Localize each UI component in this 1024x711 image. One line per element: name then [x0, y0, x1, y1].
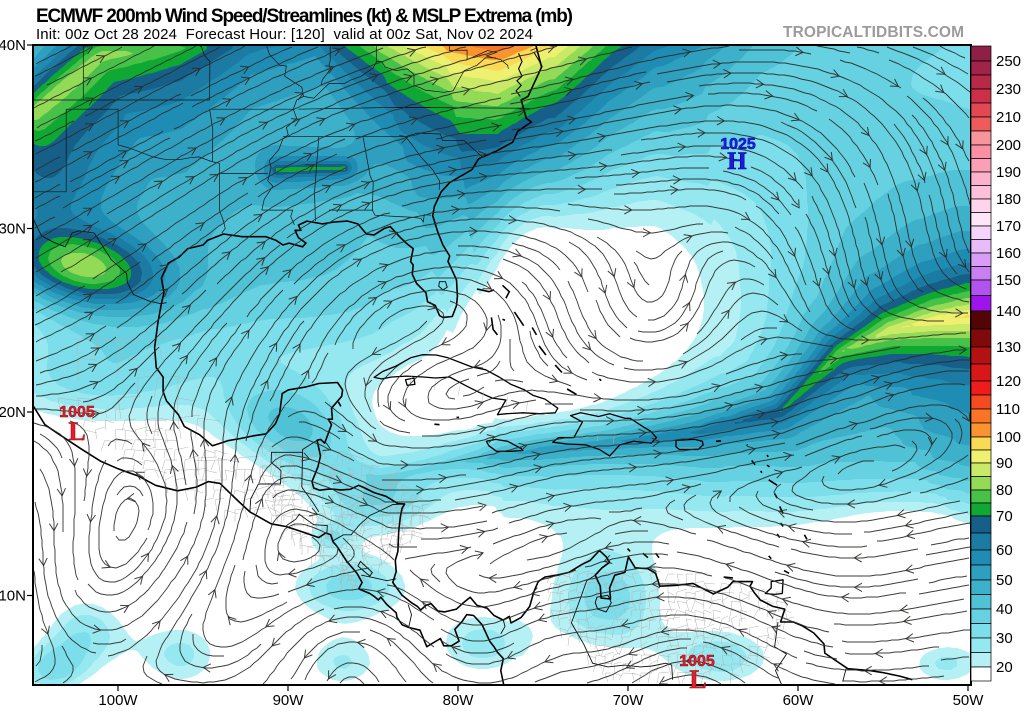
- svg-text:50W: 50W: [953, 692, 985, 706]
- svg-text:230: 230: [996, 81, 1021, 98]
- svg-text:1005: 1005: [59, 404, 95, 421]
- svg-text:30: 30: [996, 630, 1013, 647]
- svg-text:250: 250: [996, 53, 1021, 70]
- svg-text:1005: 1005: [679, 653, 715, 670]
- svg-text:210: 210: [996, 109, 1021, 126]
- svg-text:90: 90: [996, 455, 1013, 472]
- svg-text:180: 180: [996, 191, 1021, 208]
- svg-text:40N: 40N: [0, 37, 26, 54]
- svg-text:70: 70: [996, 508, 1013, 525]
- svg-text:140: 140: [996, 303, 1021, 320]
- svg-text:120: 120: [996, 373, 1021, 390]
- svg-text:200: 200: [996, 137, 1021, 154]
- svg-text:190: 190: [996, 164, 1021, 181]
- svg-text:90W: 90W: [273, 692, 305, 706]
- svg-text:150: 150: [996, 272, 1021, 289]
- svg-text:80: 80: [996, 482, 1013, 499]
- svg-text:60W: 60W: [783, 692, 815, 706]
- svg-text:10N: 10N: [0, 588, 26, 605]
- svg-text:160: 160: [996, 245, 1021, 262]
- svg-text:40: 40: [996, 601, 1013, 618]
- svg-text:30N: 30N: [0, 221, 26, 238]
- svg-text:L: L: [68, 417, 85, 446]
- svg-text:ECMWF 200mb Wind Speed/Streaml: ECMWF 200mb Wind Speed/Streamlines (kt) …: [36, 6, 573, 27]
- svg-text:H: H: [727, 148, 747, 175]
- svg-text:L: L: [689, 665, 706, 694]
- svg-text:70W: 70W: [613, 692, 645, 706]
- svg-text:100: 100: [996, 429, 1021, 446]
- svg-text:1025: 1025: [720, 136, 756, 153]
- svg-text:Init: 00z Oct 28 2024 Forecas: Init: 00z Oct 28 2024 Forecast Hour: [12…: [36, 26, 533, 43]
- svg-text:110: 110: [996, 401, 1020, 418]
- svg-text:20N: 20N: [0, 404, 26, 421]
- svg-text:50: 50: [996, 572, 1013, 589]
- svg-text:TROPICALTIDBITS.COM: TROPICALTIDBITS.COM: [783, 24, 964, 41]
- svg-text:170: 170: [996, 218, 1021, 235]
- svg-text:100W: 100W: [98, 692, 138, 706]
- svg-text:20: 20: [996, 659, 1013, 676]
- svg-text:80W: 80W: [443, 692, 475, 706]
- svg-text:60: 60: [996, 542, 1013, 559]
- svg-text:130: 130: [996, 339, 1021, 356]
